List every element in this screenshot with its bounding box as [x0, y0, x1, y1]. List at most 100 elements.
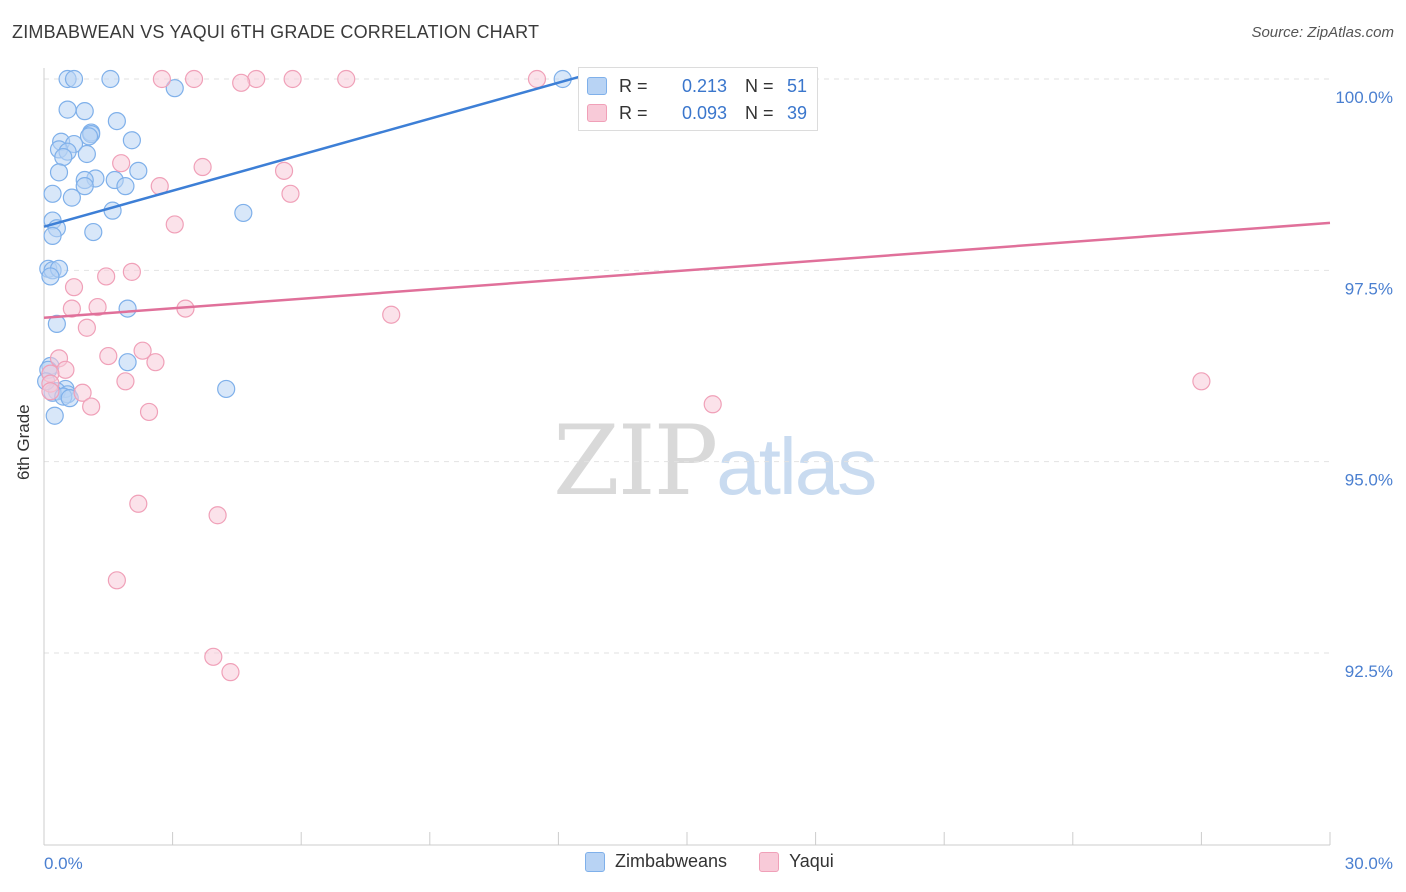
- axes: [43, 68, 1330, 846]
- point-zimbabweans: [165, 79, 184, 98]
- point-zimbabweans: [79, 127, 99, 146]
- legend-item-zimbabweans[interactable]: Zimbabweans: [585, 851, 727, 872]
- point-yaqui: [122, 262, 141, 281]
- point-yaqui: [133, 341, 152, 360]
- point-yaqui: [107, 571, 126, 590]
- point-yaqui: [247, 69, 266, 89]
- point-yaqui: [382, 305, 401, 324]
- x-tick-label-max: 30.0%: [1345, 854, 1393, 873]
- point-yaqui: [208, 506, 227, 525]
- point-yaqui: [116, 372, 135, 391]
- x-ticks: [43, 832, 1331, 845]
- point-yaqui: [97, 267, 116, 286]
- point-yaqui: [184, 69, 204, 89]
- watermark: ZIPatlas: [553, 405, 877, 517]
- point-yaqui: [337, 69, 356, 89]
- point-zimbabweans: [129, 161, 148, 180]
- point-yaqui: [146, 353, 165, 372]
- legend-r-label: R =: [619, 102, 648, 123]
- point-yaqui: [232, 73, 251, 92]
- chart-title: ZIMBABWEAN VS YAQUI 6TH GRADE CORRELATIO…: [12, 22, 540, 42]
- stats-legend: R = 0.213 N = 51 R = 0.093 N = 39: [578, 67, 818, 131]
- legend-item-yaqui[interactable]: Yaqui: [759, 851, 834, 872]
- point-zimbabweans: [84, 222, 103, 242]
- point-yaqui: [281, 184, 300, 203]
- watermark-atlas: atlas: [716, 422, 877, 511]
- point-zimbabweans: [116, 177, 135, 196]
- legend-n-value: 51: [787, 75, 808, 96]
- point-yaqui: [221, 663, 240, 682]
- point-yaqui: [527, 69, 547, 89]
- trend-lines: [43, 75, 1331, 320]
- point-yaqui: [165, 215, 184, 234]
- legend-swatch-yaqui: [587, 104, 607, 122]
- point-yaqui: [193, 157, 212, 177]
- legend-swatch-yaqui: [759, 851, 780, 872]
- legend-row-zimbabweans: R = 0.213 N = 51: [587, 73, 807, 99]
- point-yaqui: [204, 647, 223, 666]
- y-tick-labels: 92.5% 95.0% 97.5% 100.0%: [1335, 88, 1393, 681]
- x-tick-label-min: 0.0%: [44, 854, 83, 873]
- point-zimbabweans: [43, 226, 62, 245]
- point-yaqui: [56, 360, 75, 379]
- data-points: [37, 69, 1211, 682]
- point-yaqui: [129, 494, 148, 513]
- point-zimbabweans: [64, 69, 84, 89]
- y-tick-label: 100.0%: [1335, 88, 1393, 107]
- legend-swatch-zimbabweans: [587, 77, 607, 95]
- point-zimbabweans: [41, 267, 60, 286]
- legend-r-value: 0.093: [681, 102, 727, 123]
- point-zimbabweans: [234, 203, 253, 223]
- point-zimbabweans: [54, 147, 73, 167]
- point-zimbabweans: [122, 131, 141, 150]
- point-yaqui: [88, 297, 107, 317]
- point-yaqui: [274, 161, 294, 180]
- point-zimbabweans: [49, 163, 69, 182]
- y-tick-label: 97.5%: [1345, 279, 1393, 298]
- point-yaqui: [64, 278, 84, 297]
- point-zimbabweans: [75, 177, 94, 196]
- series-legend: Zimbabweans Yaqui: [585, 851, 866, 872]
- point-zimbabweans: [47, 314, 66, 334]
- point-zimbabweans: [43, 184, 62, 203]
- y-tick-label: 92.5%: [1345, 662, 1393, 681]
- legend-n-label: N =: [745, 75, 774, 96]
- point-yaqui: [112, 154, 131, 173]
- point-zimbabweans: [217, 379, 236, 399]
- watermark-zip: ZIP: [553, 405, 718, 517]
- legend-label-zimbabweans: Zimbabweans: [615, 851, 728, 871]
- point-yaqui: [139, 402, 159, 422]
- point-yaqui: [82, 397, 101, 416]
- point-yaqui: [62, 299, 81, 318]
- y-tick-label: 95.0%: [1345, 471, 1393, 490]
- point-yaqui: [77, 318, 96, 337]
- trend-line-zimbabweans: [43, 75, 581, 228]
- grid-lines: [44, 78, 1330, 654]
- point-yaqui: [703, 395, 722, 414]
- legend-n-value: 39: [787, 102, 808, 123]
- source-label: Source: ZipAtlas.com: [1251, 24, 1394, 41]
- legend-swatch-zimbabweans: [585, 851, 605, 872]
- point-yaqui: [41, 382, 60, 401]
- legend-r-value: 0.213: [681, 75, 727, 96]
- point-zimbabweans: [118, 299, 137, 318]
- point-zimbabweans: [45, 406, 64, 425]
- legend-row-yaqui: R = 0.093 N = 39: [587, 100, 807, 126]
- point-yaqui: [1192, 372, 1211, 391]
- point-zimbabweans: [62, 188, 81, 207]
- trend-line-yaqui: [43, 221, 1331, 320]
- point-zimbabweans: [107, 111, 126, 131]
- legend-label-yaqui: Yaqui: [789, 851, 834, 871]
- point-zimbabweans: [101, 69, 120, 89]
- legend-r-label: R =: [619, 75, 648, 96]
- point-yaqui: [283, 69, 302, 89]
- point-zimbabweans: [58, 100, 77, 119]
- point-yaqui: [152, 69, 171, 89]
- point-yaqui: [99, 346, 118, 366]
- legend-n-label: N =: [745, 102, 774, 123]
- point-zimbabweans: [77, 144, 96, 164]
- point-zimbabweans: [118, 353, 137, 372]
- point-yaqui: [73, 383, 92, 402]
- point-zimbabweans: [75, 102, 94, 121]
